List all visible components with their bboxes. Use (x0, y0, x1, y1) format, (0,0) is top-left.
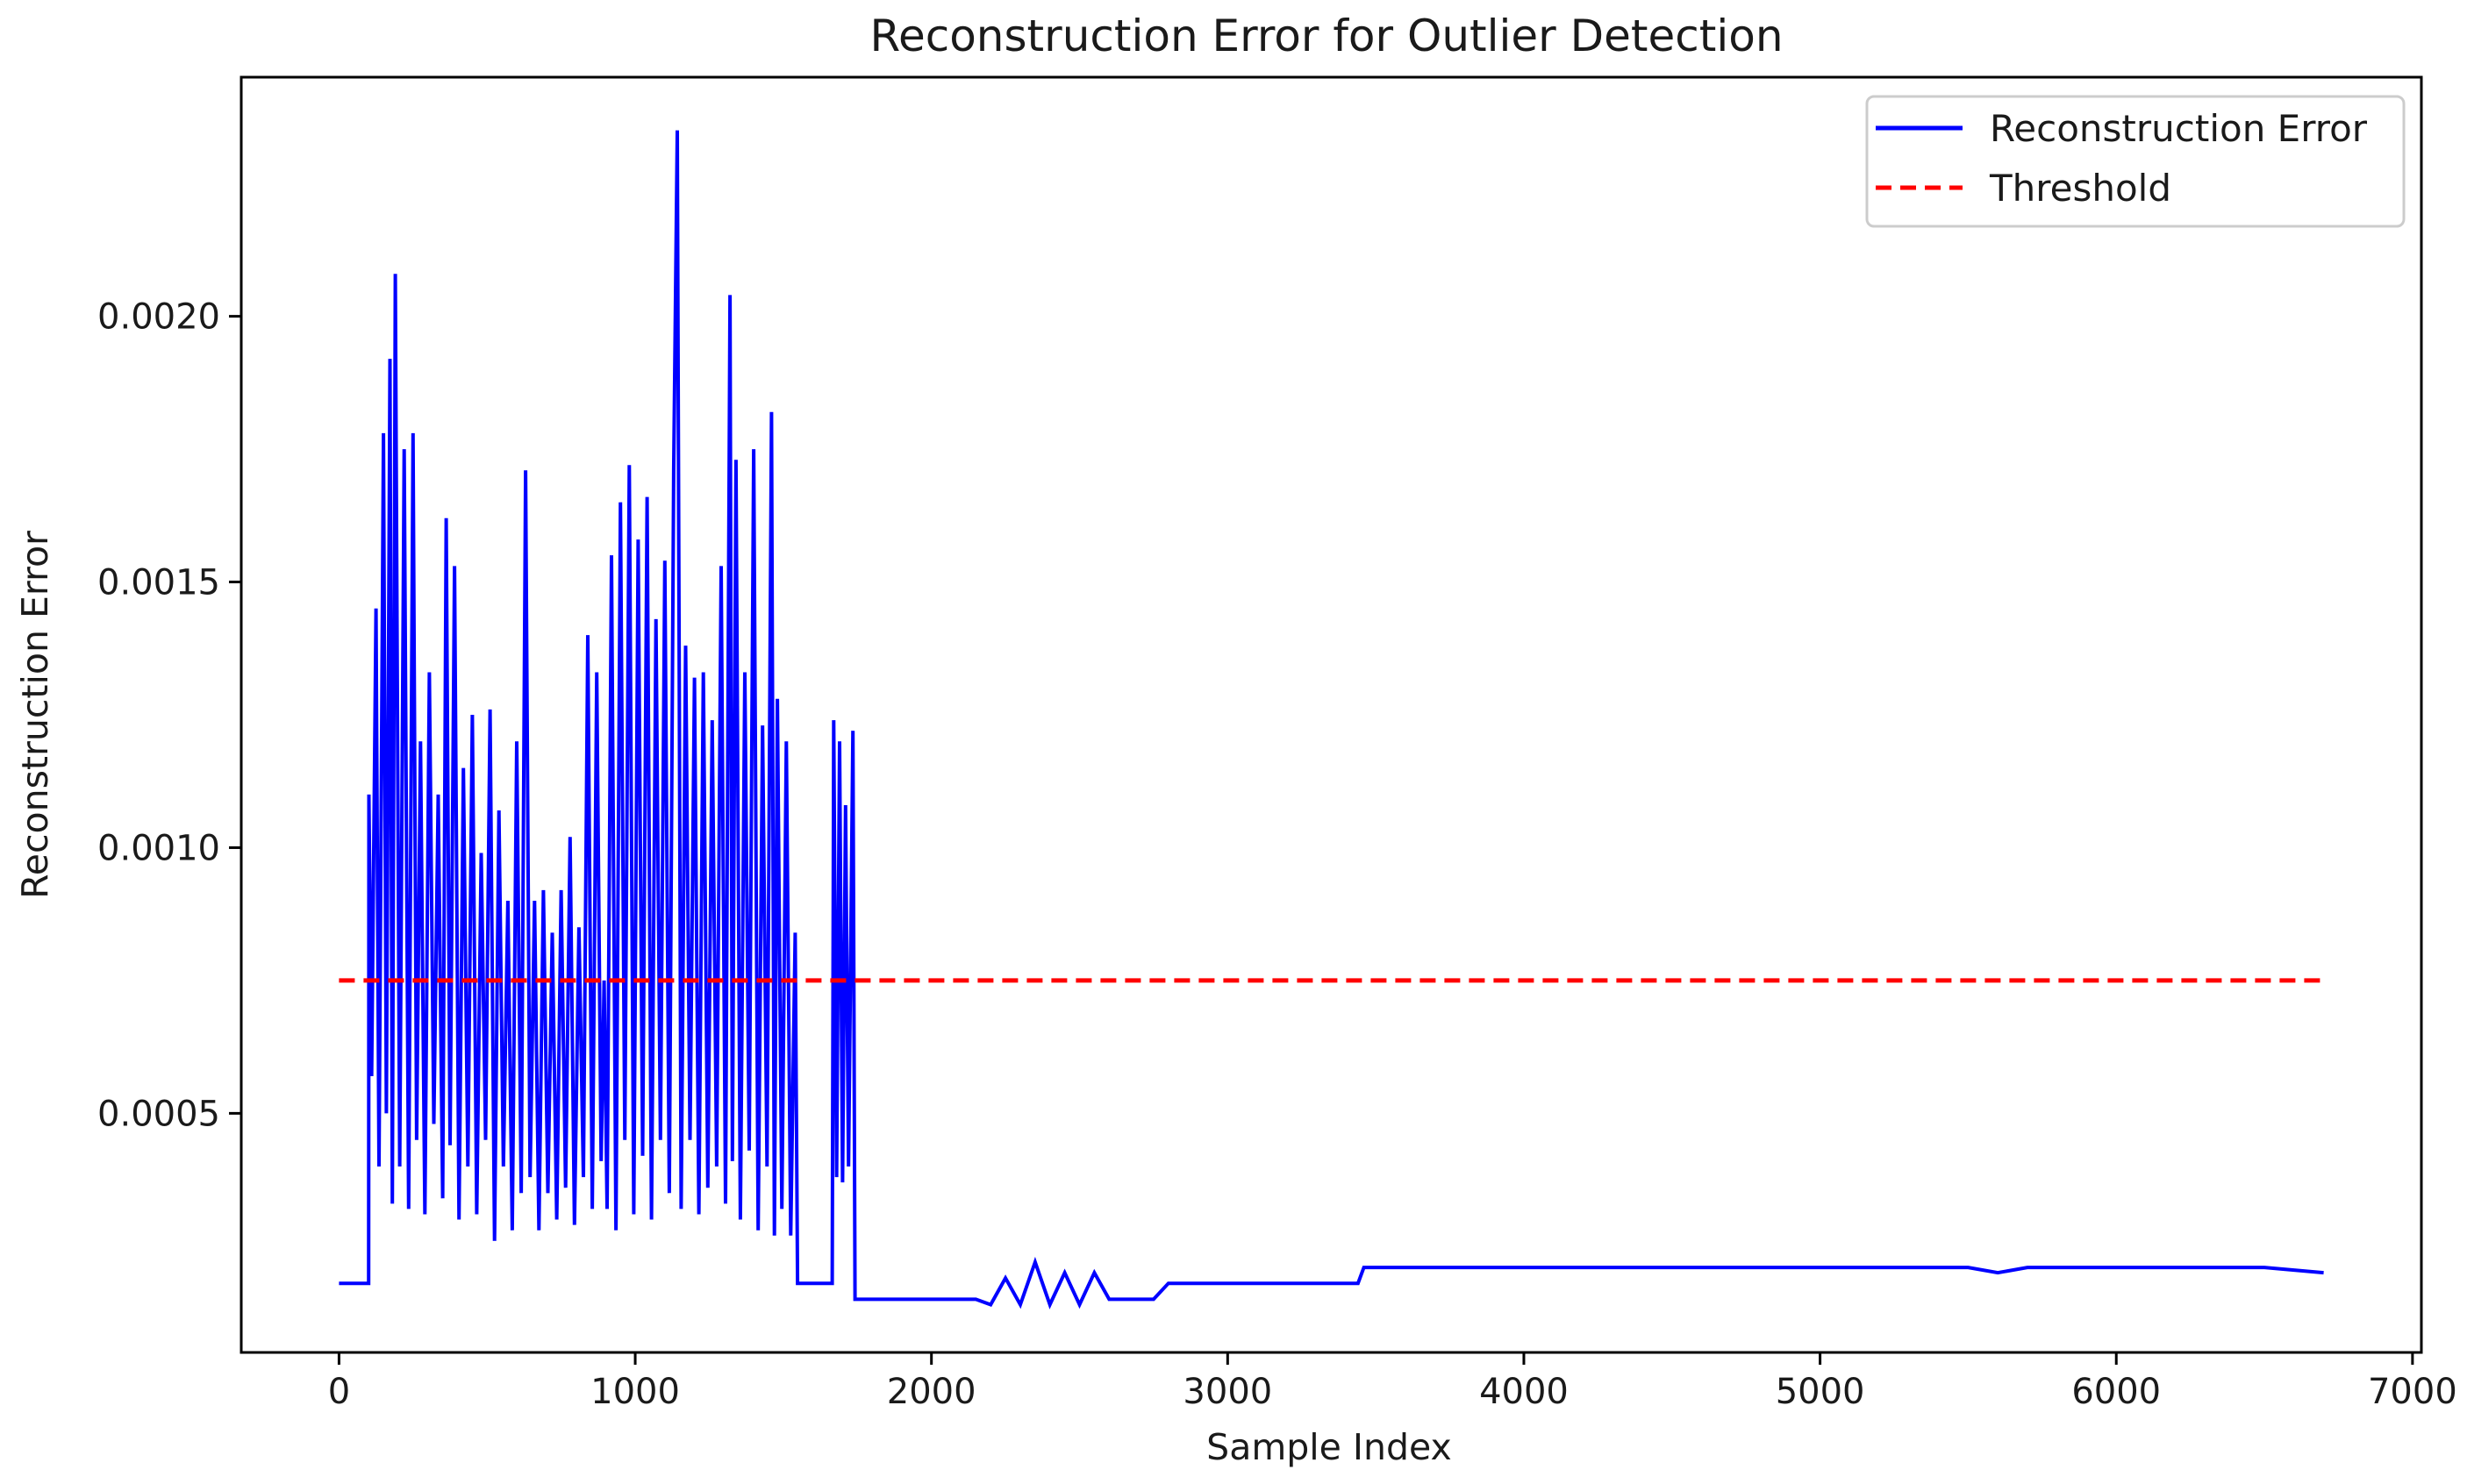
series-layer (339, 130, 2324, 1309)
x-tick-label-3000: 3000 (1183, 1372, 1272, 1412)
y-tick-label-0-0010: 0.0010 (97, 828, 220, 868)
y-tick-label-0-0015: 0.0015 (97, 563, 220, 603)
y-tick-label-0-0020: 0.0020 (97, 297, 220, 338)
x-tick-label-2000: 2000 (887, 1372, 976, 1412)
x-axis-label: Sample Index (1206, 1426, 1452, 1468)
tick-layer: 0 1000 2000 3000 4000 5000 6000 7000 0.0005 0.001… (97, 297, 2457, 1412)
y-tick-label-0-0005: 0.0005 (97, 1094, 220, 1134)
legend-label-threshold: Threshold (1989, 167, 2171, 210)
legend-label-reconstruction-error: Reconstruction Error (1990, 107, 2368, 150)
y-axis-label: Reconstruction Error (14, 531, 56, 899)
chart-title: Reconstruction Error for Outlier Detecti… (869, 11, 1783, 61)
x-tick-label-7000: 7000 (2368, 1372, 2457, 1412)
legend-box (1865, 95, 2406, 228)
x-tick-label-1000: 1000 (590, 1372, 680, 1412)
x-tick-label-5000: 5000 (1776, 1372, 1865, 1412)
x-tick-label-4000: 4000 (1479, 1372, 1569, 1412)
plot-area-frame (240, 75, 2423, 1354)
x-tick-label-6000: 6000 (2071, 1372, 2161, 1412)
x-tick-label-0: 0 (328, 1372, 350, 1412)
legend: Reconstruction Error Threshold (1865, 95, 2406, 228)
series-line-reconstruction-error (339, 130, 2324, 1309)
